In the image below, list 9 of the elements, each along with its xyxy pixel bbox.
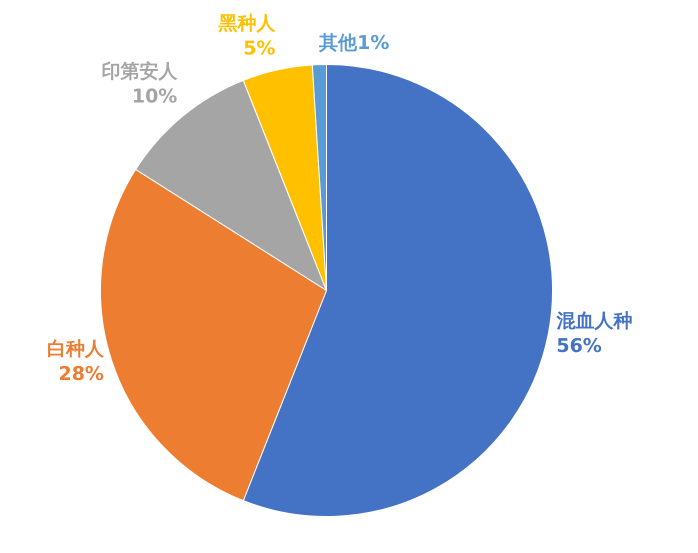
data-label: 5% [243, 38, 276, 60]
slice-label: 其他1% [318, 32, 390, 54]
slice-label: 白种人 [46, 338, 105, 360]
data-label: 56% [556, 334, 602, 357]
slice-label: 印第安人 [101, 60, 178, 83]
slice-label: 混血人种 [555, 310, 632, 332]
slice-label: 黑种人 [217, 12, 276, 35]
data-label: 28% [58, 363, 104, 386]
data-label: 10% [132, 86, 178, 108]
